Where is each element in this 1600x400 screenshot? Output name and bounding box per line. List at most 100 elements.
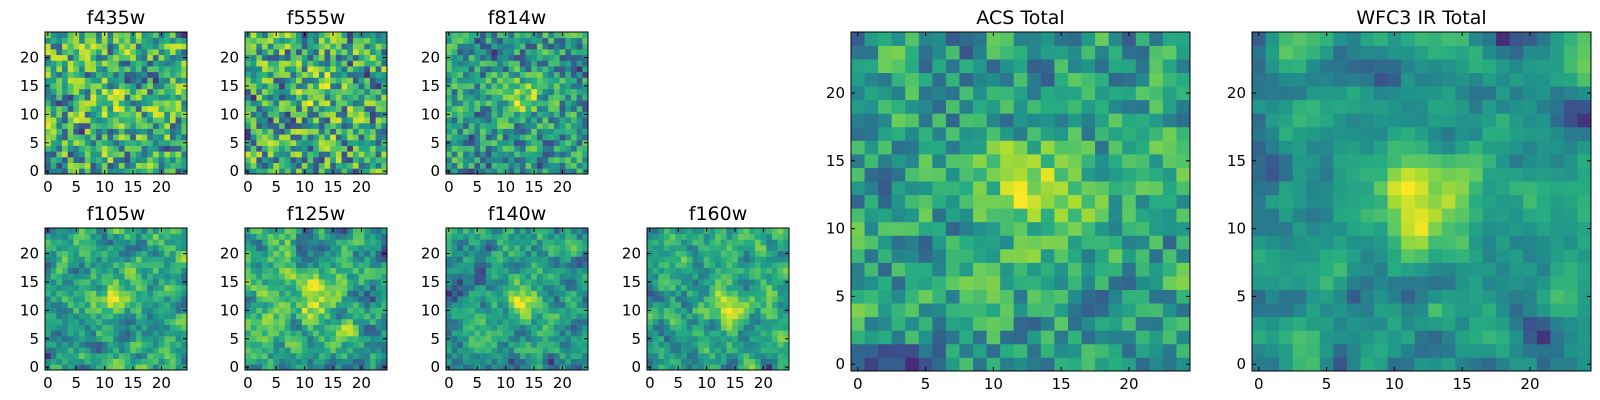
heatmap-cell <box>130 358 137 365</box>
heatmap-cell <box>347 37 354 44</box>
heatmap-cell <box>273 250 280 257</box>
heatmap-cell <box>45 245 52 252</box>
heatmap-cell <box>324 43 331 50</box>
heatmap-cell <box>468 318 475 325</box>
heatmap-cell <box>542 347 549 354</box>
heatmap-cell <box>1149 248 1164 263</box>
heatmap-cell <box>341 233 348 240</box>
heatmap-cell <box>135 313 142 320</box>
heatmap-cell <box>973 262 987 277</box>
heatmap-cell <box>582 290 589 297</box>
heatmap-cell <box>250 71 257 78</box>
heatmap-cell <box>335 284 342 291</box>
heatmap-cell <box>358 347 365 354</box>
x-tick-label: 10 <box>95 374 114 392</box>
heatmap-cell <box>664 239 671 246</box>
heatmap-cell <box>101 71 108 78</box>
heatmap-cell <box>256 105 263 112</box>
heatmap-cell <box>726 341 733 348</box>
heatmap-cell <box>570 139 577 146</box>
heatmap-cell <box>152 273 159 280</box>
heatmap-cell <box>783 301 790 308</box>
heatmap-cell <box>279 245 286 252</box>
heatmap-cell <box>570 151 577 158</box>
heatmap-cell <box>330 139 337 146</box>
heatmap-cell <box>301 341 308 348</box>
heatmap-cell <box>973 330 987 345</box>
heatmap-cell <box>446 88 453 95</box>
heatmap-cell <box>485 273 492 280</box>
heatmap-cell <box>301 318 308 325</box>
heatmap-cell <box>542 341 549 348</box>
heatmap-cell <box>918 194 933 209</box>
heatmap-cell <box>96 262 103 269</box>
heatmap-cell <box>446 37 453 44</box>
heatmap-cell <box>698 307 705 314</box>
heatmap-cell <box>531 296 538 303</box>
heatmap-cell <box>451 43 458 50</box>
heatmap-cell <box>720 364 727 371</box>
heatmap-cell <box>164 54 171 61</box>
heatmap-cell <box>754 318 761 325</box>
heatmap-cell <box>658 233 665 240</box>
heatmap-cell <box>335 324 342 331</box>
heatmap-cell <box>369 71 376 78</box>
heatmap-cell <box>324 301 331 308</box>
heatmap-cell <box>296 83 303 90</box>
heatmap-cell <box>324 77 331 84</box>
heatmap-cell <box>84 60 91 67</box>
heatmap-cell <box>766 358 773 365</box>
heatmap-cell <box>330 162 337 169</box>
heatmap-cell <box>364 100 371 107</box>
heatmap-cell <box>375 352 382 359</box>
heatmap-cell <box>480 94 487 101</box>
heatmap-cell <box>502 262 509 269</box>
heatmap-cell <box>118 88 125 95</box>
heatmap-cell <box>652 318 659 325</box>
heatmap-cell <box>79 43 86 50</box>
heatmap-cell <box>313 83 320 90</box>
heatmap-cell <box>175 364 182 371</box>
heatmap-cell <box>692 239 699 246</box>
heatmap-cell <box>279 156 286 163</box>
heatmap-cell <box>381 228 388 235</box>
heatmap-cell <box>1013 330 1028 345</box>
heatmap-cell <box>1095 248 1109 263</box>
heatmap-cell <box>669 279 676 286</box>
heatmap-cell <box>113 239 120 246</box>
heatmap-cell <box>152 228 159 235</box>
heatmap-cell <box>446 301 453 308</box>
heatmap-cell <box>664 273 671 280</box>
heatmap-cell <box>749 307 756 314</box>
heatmap-cell <box>754 284 761 291</box>
heatmap-cell <box>519 318 526 325</box>
heatmap-cell <box>135 335 142 342</box>
heatmap-cell <box>245 273 252 280</box>
heatmap-cell <box>290 88 297 95</box>
heatmap-cell <box>50 32 57 39</box>
heatmap-cell <box>118 262 125 269</box>
heatmap-cell <box>101 139 108 146</box>
x-tick-label: 20 <box>352 374 371 392</box>
heatmap-cell <box>318 168 325 175</box>
heatmap-cell <box>245 66 252 73</box>
heatmap-cell <box>141 267 148 274</box>
heatmap-cell <box>130 145 137 152</box>
heatmap-cell <box>468 128 475 135</box>
heatmap-cell <box>324 313 331 320</box>
heatmap-cell <box>62 267 69 274</box>
axes-frame <box>244 31 388 175</box>
heatmap-cell <box>324 66 331 73</box>
heatmap-cell <box>732 352 739 359</box>
heatmap-cell <box>463 162 470 169</box>
heatmap-cell <box>720 290 727 297</box>
heatmap-cell <box>352 267 359 274</box>
heatmap-cell <box>474 54 481 61</box>
heatmap-cell <box>468 94 475 101</box>
heatmap-cell <box>570 43 577 50</box>
heatmap-cell <box>279 37 286 44</box>
heatmap-cell <box>250 134 257 141</box>
heatmap-cell <box>502 273 509 280</box>
heatmap-cell <box>468 284 475 291</box>
heatmap-cell <box>766 347 773 354</box>
